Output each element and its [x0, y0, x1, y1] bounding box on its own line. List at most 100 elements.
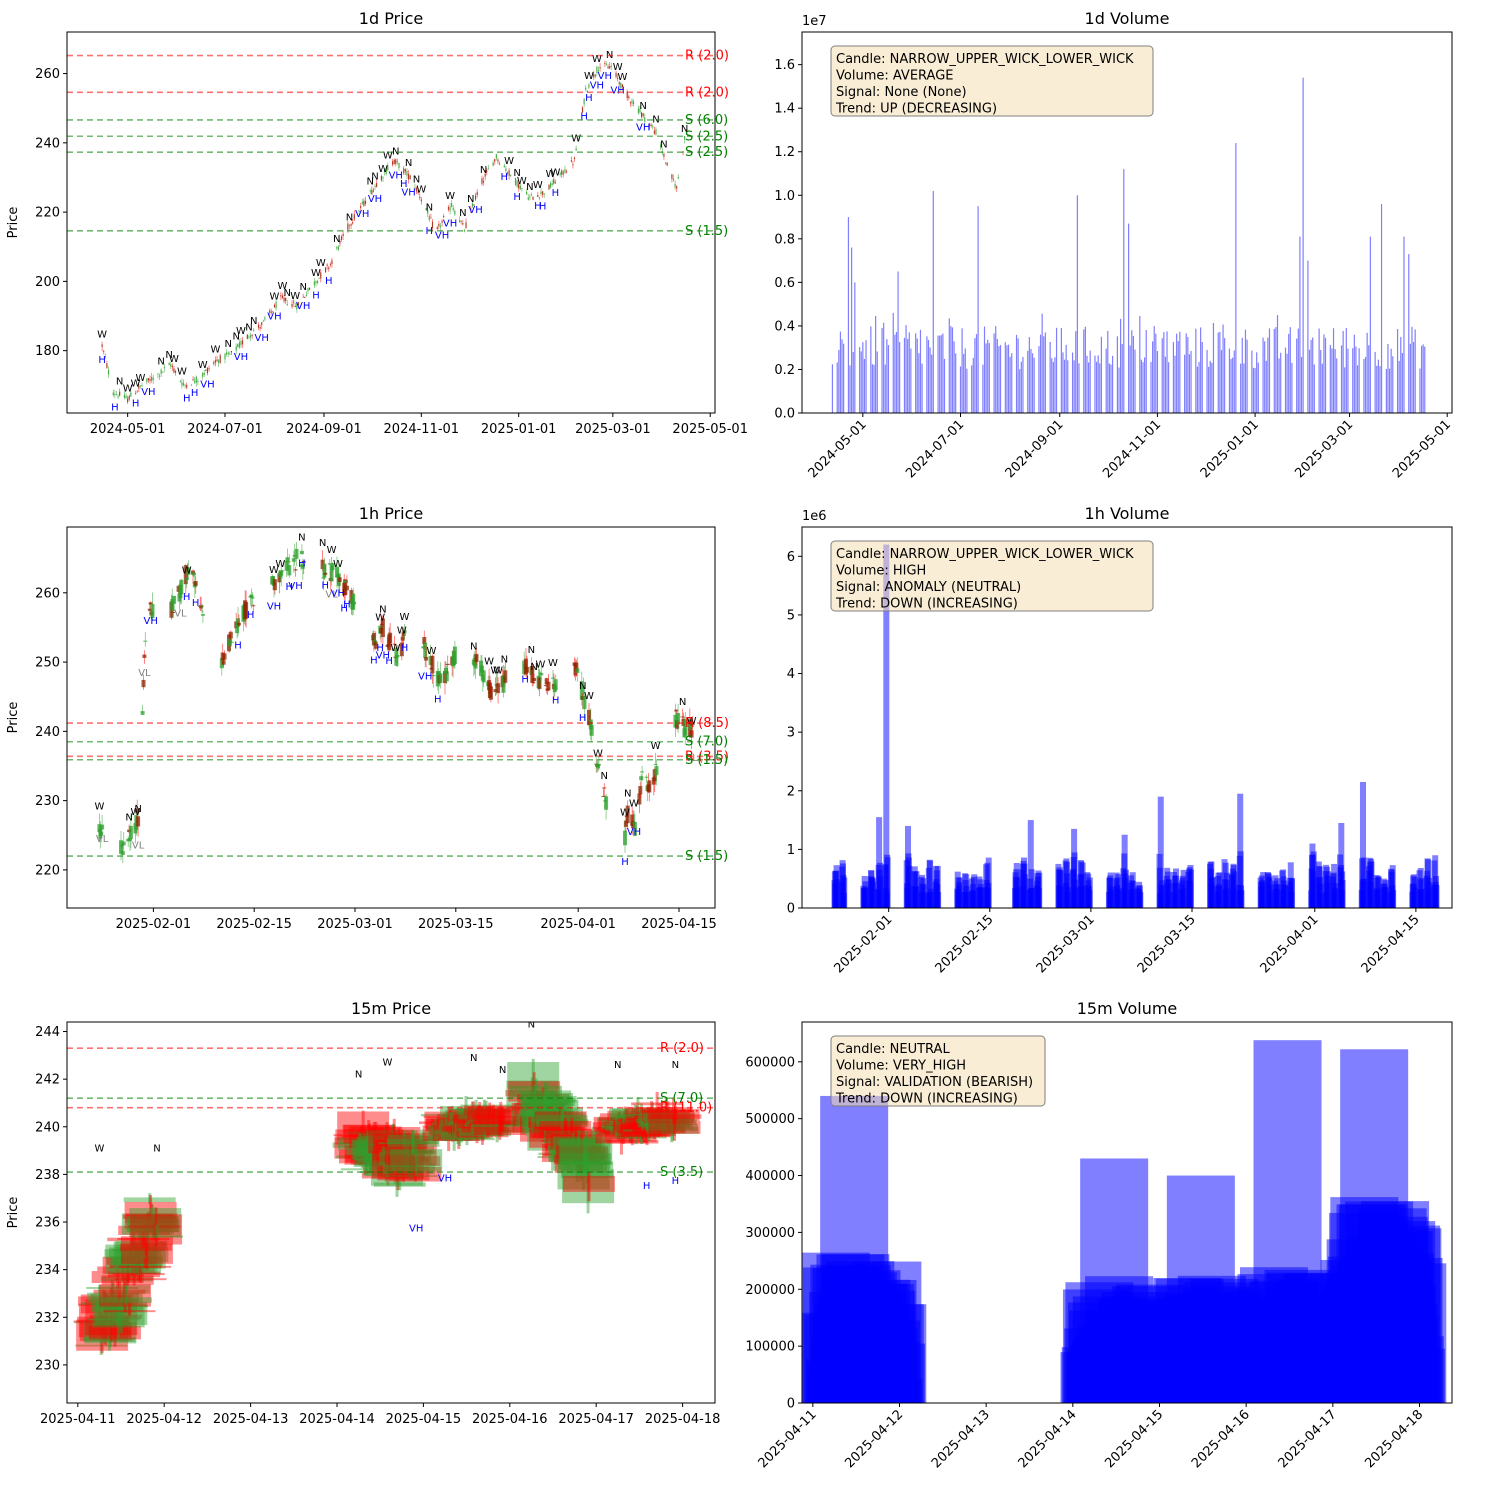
- candle-body: [228, 631, 233, 639]
- volume-annotation: H: [340, 603, 348, 614]
- candle-body: [143, 640, 148, 642]
- volume-bar: [1130, 881, 1137, 908]
- candle-body: [339, 240, 341, 244]
- candle-body: [534, 1111, 587, 1130]
- volume-bar: [1230, 358, 1232, 413]
- candle-body: [293, 569, 298, 571]
- volume-bar: [841, 877, 848, 908]
- candle-body: [335, 1129, 388, 1145]
- volume-bar: [1094, 355, 1096, 413]
- candle-body: [246, 334, 248, 339]
- volume-bar: [1338, 823, 1345, 908]
- info-trend: Trend: DOWN (INCREASING): [835, 597, 1018, 612]
- volume-bar: [918, 353, 920, 413]
- level-label: S (3.5): [660, 1165, 703, 1180]
- candle-body: [119, 840, 123, 854]
- candle-body: [420, 199, 422, 202]
- candle-body: [103, 350, 105, 352]
- candle-body: [106, 363, 108, 368]
- x-tick-label: 2025-03-01: [1034, 912, 1098, 976]
- candle-body: [316, 280, 319, 283]
- volume-bar: [1157, 796, 1164, 908]
- candle-body: [395, 159, 397, 164]
- candle-body: [554, 1160, 607, 1173]
- candle-body: [359, 1134, 412, 1138]
- candle-body: [364, 200, 367, 204]
- candle-body: [593, 73, 595, 78]
- signal-annotation: W: [493, 665, 503, 676]
- volume-bar: [913, 871, 920, 908]
- y-tick-label: 242: [35, 1073, 60, 1088]
- candle-body: [447, 1109, 500, 1122]
- candle-body: [299, 550, 304, 555]
- candle-body: [494, 159, 496, 162]
- volume-bar: [875, 315, 877, 413]
- volume-bar: [1027, 350, 1029, 413]
- candle-body: [150, 376, 153, 381]
- candle-body: [644, 117, 646, 122]
- signal-annotation: N: [499, 1065, 506, 1076]
- candle-body: [646, 1126, 699, 1134]
- candle-body: [391, 161, 394, 165]
- candle-body: [462, 1120, 515, 1125]
- candle-body: [626, 1114, 679, 1117]
- candle-body: [449, 1112, 502, 1125]
- level-label: S (7.0): [685, 735, 728, 750]
- x-tick-label: 2025-01-01: [1198, 417, 1262, 481]
- volume-annotation: H: [580, 111, 588, 122]
- candle-body: [605, 1122, 658, 1132]
- x-tick-label: 2025-04-15: [1102, 1407, 1166, 1471]
- y-tick-label: 100000: [745, 1340, 795, 1355]
- volume-annotation: VH: [267, 312, 281, 323]
- signal-annotation: W: [383, 150, 393, 161]
- candle-body: [612, 1120, 665, 1135]
- candle-body: [429, 1130, 482, 1133]
- candle-body: [357, 1156, 410, 1159]
- volume-bar: [1108, 363, 1110, 413]
- volume-annotation: VH: [401, 188, 415, 199]
- y-tick-label: 300000: [745, 1226, 795, 1241]
- candle-body: [407, 173, 410, 180]
- signal-annotation: W: [382, 1058, 392, 1069]
- candle-body: [475, 1121, 528, 1124]
- volume-bar: [1237, 851, 1244, 908]
- volume-bar: [1241, 337, 1243, 413]
- candle-body: [467, 1109, 520, 1122]
- volume-bar: [1209, 877, 1216, 908]
- candle-body: [376, 1156, 429, 1163]
- signal-annotation: W: [135, 373, 145, 384]
- candle-body: [527, 1135, 580, 1151]
- signal-annotation: N: [426, 202, 433, 213]
- candle-body: [279, 570, 284, 576]
- plot-frame: [66, 526, 716, 909]
- volume-bar: [1187, 869, 1194, 908]
- x-tick-label: 2025-04-11: [756, 1407, 820, 1471]
- candle-body: [388, 1156, 441, 1166]
- candle-body: [609, 1108, 662, 1124]
- signal-annotation: W: [517, 176, 527, 187]
- volume-bar: [1209, 360, 1211, 413]
- volume-bar: [1029, 887, 1036, 908]
- volume-annotation: VH: [141, 387, 155, 398]
- candle-body: [457, 1128, 510, 1132]
- volume-annotation: VH: [255, 333, 269, 344]
- candle-body: [373, 1182, 426, 1187]
- candle-body: [226, 352, 228, 355]
- candle-body: [552, 1136, 605, 1159]
- candle-body: [632, 1125, 685, 1133]
- candle-body: [381, 1146, 434, 1151]
- candle-body: [468, 1119, 521, 1124]
- candle-body: [200, 605, 204, 607]
- volume-bar: [1086, 877, 1093, 908]
- candle-body: [476, 1115, 529, 1122]
- info-box: [830, 1035, 1046, 1107]
- candle-body: [73, 1320, 126, 1323]
- volume-bar: [1007, 344, 1010, 413]
- candle-body: [677, 177, 679, 179]
- info-signal: Signal: ANOMALY (NEUTRAL): [836, 580, 1021, 595]
- y-tick-label: 232: [35, 1311, 60, 1326]
- candle-body: [294, 305, 296, 308]
- volume-bar: [1196, 366, 1199, 413]
- candle-body: [470, 1123, 523, 1126]
- signal-annotation: N: [405, 158, 412, 169]
